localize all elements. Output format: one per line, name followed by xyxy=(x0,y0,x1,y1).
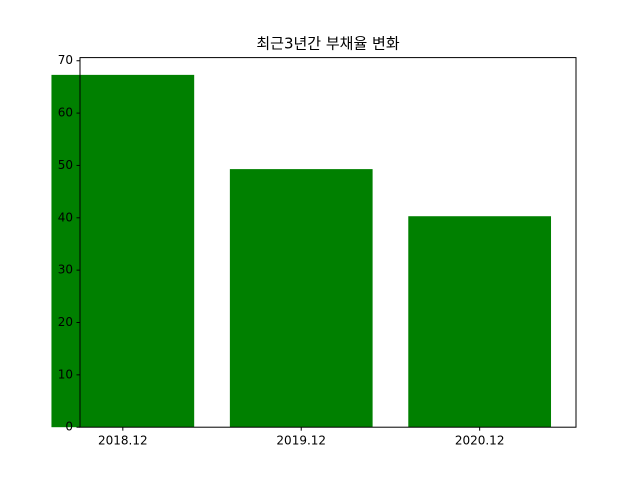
x-tick-label: 2019.12 xyxy=(276,434,326,448)
bar xyxy=(51,74,195,428)
y-tick-label: 60 xyxy=(58,106,73,120)
bar xyxy=(408,216,552,428)
y-tick-label: 20 xyxy=(58,315,73,329)
y-tick-label: 0 xyxy=(65,420,73,434)
plot-frame xyxy=(79,57,577,428)
y-tick-label: 40 xyxy=(58,210,73,224)
y-tick-label: 30 xyxy=(58,263,73,277)
y-tick-label: 10 xyxy=(58,367,73,381)
x-tick-label: 2020.12 xyxy=(455,434,505,448)
bar xyxy=(229,169,373,428)
y-tick-label: 70 xyxy=(58,53,73,67)
chart-title: 최근3년간 부채율 변화 xyxy=(256,35,399,53)
x-tick-label: 2018.12 xyxy=(98,434,148,448)
y-tick-label: 50 xyxy=(58,158,73,172)
